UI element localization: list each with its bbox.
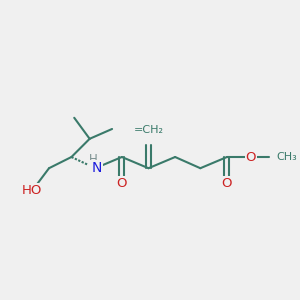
Text: O: O (222, 177, 232, 190)
Text: O: O (245, 151, 256, 164)
Text: CH₃: CH₃ (276, 152, 297, 162)
Text: H: H (88, 153, 98, 166)
Text: HO: HO (22, 184, 42, 197)
Text: N: N (92, 161, 102, 175)
Text: O: O (117, 177, 127, 190)
Text: =CH₂: =CH₂ (134, 125, 164, 135)
